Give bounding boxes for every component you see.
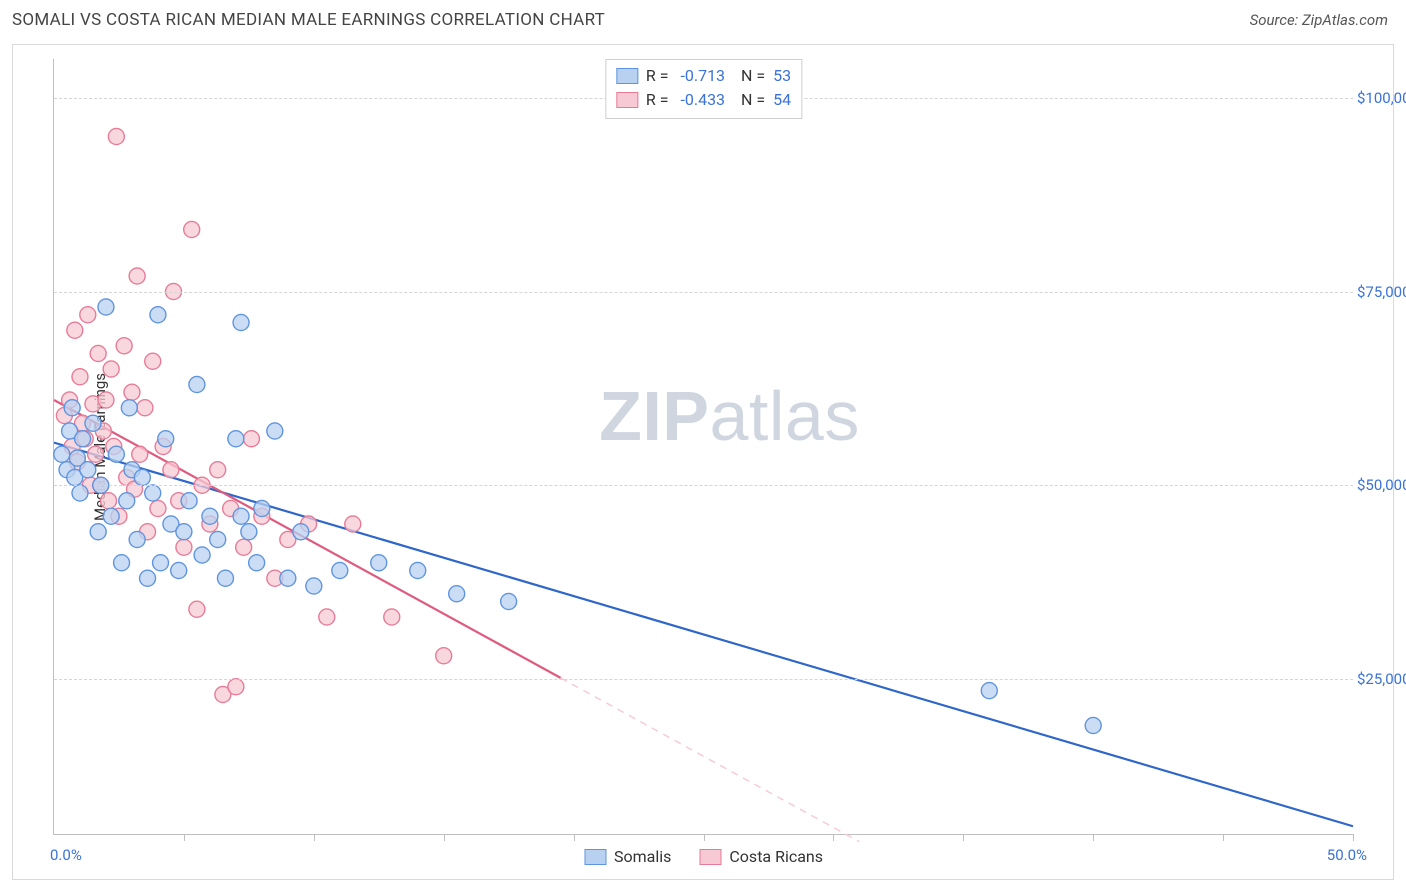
r-label: R =	[646, 88, 673, 112]
legend-item-somalis: Somalis	[584, 847, 671, 866]
n-label: N =	[733, 64, 765, 88]
x-axis-max-label: 50.0%	[1327, 846, 1367, 864]
y-tick-label: $100,000	[1357, 89, 1406, 107]
r-value-somalis: -0.713	[680, 64, 725, 88]
chart-title: SOMALI VS COSTA RICAN MEDIAN MALE EARNIN…	[12, 10, 605, 30]
n-value-somalis: 53	[773, 64, 791, 88]
legend-swatch-somalis	[584, 849, 606, 865]
x-tick	[1353, 834, 1354, 841]
gridline	[54, 292, 1353, 293]
corr-row-somalis: R = -0.713 N = 53	[616, 64, 791, 88]
legend-item-costaricans: Costa Ricans	[699, 847, 823, 866]
r-value-costaricans: -0.433	[680, 88, 725, 112]
x-tick	[1093, 834, 1094, 841]
scatter-svg	[54, 59, 1353, 834]
swatch-somalis	[616, 68, 638, 84]
y-tick-label: $75,000	[1357, 283, 1406, 301]
y-tick-label: $25,000	[1357, 670, 1406, 688]
plot-area: Median Male Earnings ZIPatlas R = -0.713…	[53, 59, 1353, 835]
gridline	[54, 485, 1353, 486]
n-label: N =	[733, 88, 765, 112]
x-tick	[184, 834, 185, 841]
x-axis-min-label: 0.0%	[50, 846, 82, 864]
correlation-legend: R = -0.713 N = 53 R = -0.433 N = 54	[605, 59, 802, 119]
x-tick	[963, 834, 964, 841]
x-tick	[444, 834, 445, 841]
corr-row-costaricans: R = -0.433 N = 54	[616, 88, 791, 112]
chart-header: SOMALI VS COSTA RICAN MEDIAN MALE EARNIN…	[0, 0, 1406, 38]
r-label: R =	[646, 64, 673, 88]
legend-label-costaricans: Costa Ricans	[729, 847, 823, 866]
x-tick	[704, 834, 705, 841]
legend-swatch-costaricans	[699, 849, 721, 865]
n-value-costaricans: 54	[773, 88, 791, 112]
x-tick	[833, 834, 834, 841]
swatch-costaricans	[616, 92, 638, 108]
x-tick	[1223, 834, 1224, 841]
series-legend: Somalis Costa Ricans	[584, 847, 823, 866]
x-tick	[574, 834, 575, 841]
gridline	[54, 679, 1353, 680]
x-tick	[314, 834, 315, 841]
legend-label-somalis: Somalis	[614, 847, 671, 866]
chart-source: Source: ZipAtlas.com	[1250, 11, 1388, 29]
y-tick-label: $50,000	[1357, 476, 1406, 494]
chart-container: Median Male Earnings ZIPatlas R = -0.713…	[12, 44, 1394, 880]
